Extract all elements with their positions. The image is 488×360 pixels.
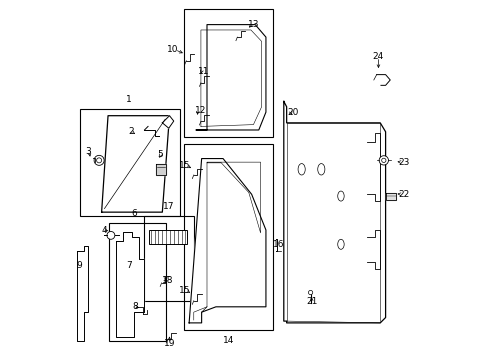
Polygon shape: [156, 164, 165, 175]
Text: 16: 16: [272, 240, 284, 249]
Text: 18: 18: [162, 275, 173, 284]
Polygon shape: [189, 158, 265, 323]
Text: 3: 3: [85, 147, 91, 156]
Text: 13: 13: [247, 20, 259, 29]
Text: 19: 19: [163, 339, 175, 348]
Text: 6: 6: [131, 210, 136, 219]
Text: 5: 5: [157, 150, 163, 159]
Text: 15: 15: [178, 161, 190, 170]
Polygon shape: [283, 102, 385, 323]
Text: 23: 23: [397, 158, 408, 167]
Ellipse shape: [337, 239, 344, 249]
Text: 1: 1: [125, 95, 131, 104]
Polygon shape: [162, 116, 173, 128]
Bar: [183, 144, 272, 330]
Text: 7: 7: [126, 261, 132, 270]
Text: 14: 14: [222, 336, 234, 345]
Circle shape: [381, 158, 385, 162]
Text: 10: 10: [166, 45, 178, 54]
Text: 21: 21: [305, 297, 317, 306]
Text: 4: 4: [102, 225, 107, 234]
Text: 9: 9: [77, 261, 82, 270]
Polygon shape: [196, 24, 265, 130]
Text: 11: 11: [198, 67, 209, 76]
Polygon shape: [116, 232, 144, 337]
Polygon shape: [102, 116, 169, 212]
Text: 12: 12: [194, 106, 205, 115]
Circle shape: [97, 158, 102, 163]
Text: 20: 20: [287, 108, 298, 117]
Bar: [148, 230, 187, 244]
Text: 24: 24: [372, 52, 383, 61]
Text: 2: 2: [128, 127, 134, 136]
Text: 22: 22: [397, 190, 408, 199]
Ellipse shape: [298, 163, 305, 175]
Polygon shape: [385, 193, 395, 201]
Polygon shape: [77, 246, 88, 341]
Ellipse shape: [317, 163, 324, 175]
Bar: [80, 109, 180, 216]
Circle shape: [308, 291, 312, 295]
Ellipse shape: [337, 191, 344, 201]
Bar: [183, 9, 272, 137]
Circle shape: [94, 156, 104, 165]
Circle shape: [107, 231, 115, 239]
Bar: [144, 216, 194, 301]
Text: 8: 8: [132, 302, 138, 311]
Text: 17: 17: [163, 202, 174, 211]
Circle shape: [378, 156, 387, 165]
Text: 15: 15: [178, 286, 190, 295]
Bar: [108, 223, 165, 341]
